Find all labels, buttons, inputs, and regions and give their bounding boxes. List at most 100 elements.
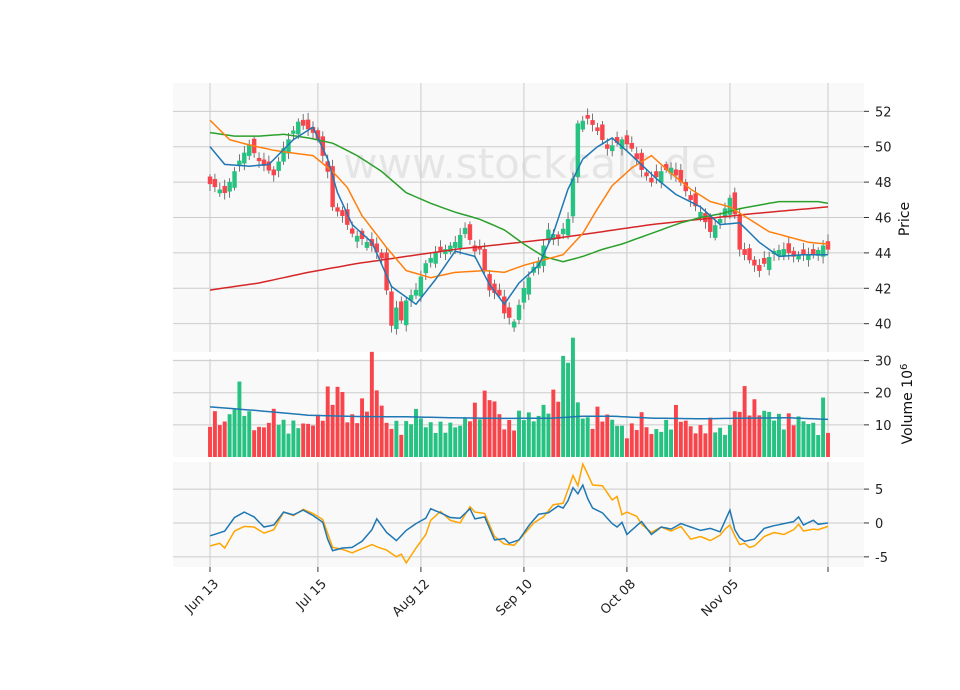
volume-bar: [384, 422, 389, 457]
volume-bar: [418, 418, 423, 457]
candle-body: [482, 249, 487, 270]
candle-body: [565, 219, 571, 236]
volume-bar: [453, 427, 458, 457]
volume-bar: [448, 422, 453, 457]
candle-body: [354, 235, 360, 242]
price-tick-label: 52: [875, 105, 892, 120]
candle-body: [766, 257, 772, 270]
volume-bar: [551, 389, 556, 457]
candle-body: [570, 178, 576, 217]
volume-bar: [781, 429, 786, 457]
volume-axis-label: Volume 106: [899, 364, 917, 445]
volume-bar: [315, 414, 320, 457]
candle-body: [796, 255, 801, 260]
price-axis-label: Price: [897, 202, 913, 236]
volume-bar: [379, 405, 384, 457]
oscillator-main-line: [209, 483, 829, 552]
volume-bar: [340, 392, 345, 457]
candle-body: [413, 289, 419, 296]
candle-body: [448, 245, 453, 253]
volume-bar: [703, 433, 708, 457]
candle-body: [511, 321, 517, 328]
volume-bar: [776, 413, 781, 457]
candle-body: [217, 189, 223, 194]
candle-body: [296, 121, 301, 135]
volume-bar: [732, 411, 737, 457]
price-tick-label: 46: [875, 212, 892, 227]
volume-bar: [257, 426, 262, 457]
price-tick-label: 48: [875, 176, 892, 191]
volume-bar: [281, 419, 286, 457]
volume-bar: [620, 425, 624, 457]
volume-bar: [610, 419, 615, 457]
volume-bar: [742, 386, 747, 457]
volume-bar: [335, 386, 340, 457]
volume-bar: [350, 414, 355, 457]
oscillator-panel: [173, 462, 864, 567]
candle-body: [732, 192, 738, 215]
volume-bar: [580, 418, 585, 457]
candle-body: [423, 263, 429, 274]
volume-bar: [816, 435, 821, 457]
volume-bar: [556, 401, 561, 457]
volume-bar: [502, 429, 507, 457]
volume-bar: [541, 404, 546, 457]
volume-bar: [673, 404, 678, 457]
candle-body: [364, 242, 370, 248]
volume-bar: [512, 430, 517, 457]
date-tick-label: Nov 05: [699, 577, 742, 620]
volume-tick-label: 30: [875, 355, 892, 370]
volume-bar: [590, 428, 595, 457]
date-tick-label: Sep 10: [493, 577, 536, 620]
volume-bar: [575, 402, 580, 457]
volume-bar: [208, 426, 212, 457]
candle-body: [247, 144, 252, 156]
volume-bar: [561, 355, 566, 457]
volume-bar: [472, 402, 477, 457]
candle-body: [600, 124, 605, 140]
volume-bar: [801, 421, 806, 457]
volume-bar: [394, 420, 399, 457]
candle-body: [271, 169, 276, 176]
volume-bar: [521, 420, 526, 457]
volume-bar: [428, 422, 433, 457]
volume-bar: [369, 351, 374, 457]
candle-body: [521, 288, 527, 303]
volume-bar: [536, 415, 541, 457]
moving-average-mid-line: [209, 119, 829, 279]
candle-body: [629, 143, 635, 149]
price-tick-label: 42: [875, 282, 892, 297]
volume-bar: [242, 415, 247, 457]
volume-bar: [291, 420, 296, 457]
volume-bar: [747, 415, 752, 457]
volume-bar: [266, 422, 271, 457]
candle-body: [418, 276, 424, 297]
volume-bar: [345, 422, 350, 457]
volume-bar: [232, 409, 237, 457]
candle-body: [305, 119, 311, 130]
price-tick-label: 44: [875, 247, 892, 262]
volume-bar: [678, 421, 683, 457]
candle-body: [222, 185, 227, 193]
moving-average-long-line: [209, 131, 829, 263]
volume-bar: [791, 425, 796, 457]
volume-bar: [566, 362, 571, 457]
candle-body: [595, 127, 600, 132]
candle-body: [291, 130, 296, 134]
candle-body: [791, 250, 796, 257]
volume-bar: [713, 432, 718, 457]
volume-bar: [595, 406, 600, 457]
volume-bar: [507, 420, 512, 457]
candle-body: [762, 257, 767, 264]
candle-body: [227, 181, 232, 192]
candle-body: [605, 144, 610, 149]
volume-bar: [237, 381, 242, 457]
volume-bar: [320, 420, 325, 457]
volume-average-line: [209, 406, 829, 421]
volume-bar: [806, 424, 811, 457]
volume-bar: [364, 411, 369, 457]
candle-body: [242, 152, 247, 164]
volume-bar: [659, 431, 664, 457]
volume-tick-label: 10: [875, 419, 892, 434]
